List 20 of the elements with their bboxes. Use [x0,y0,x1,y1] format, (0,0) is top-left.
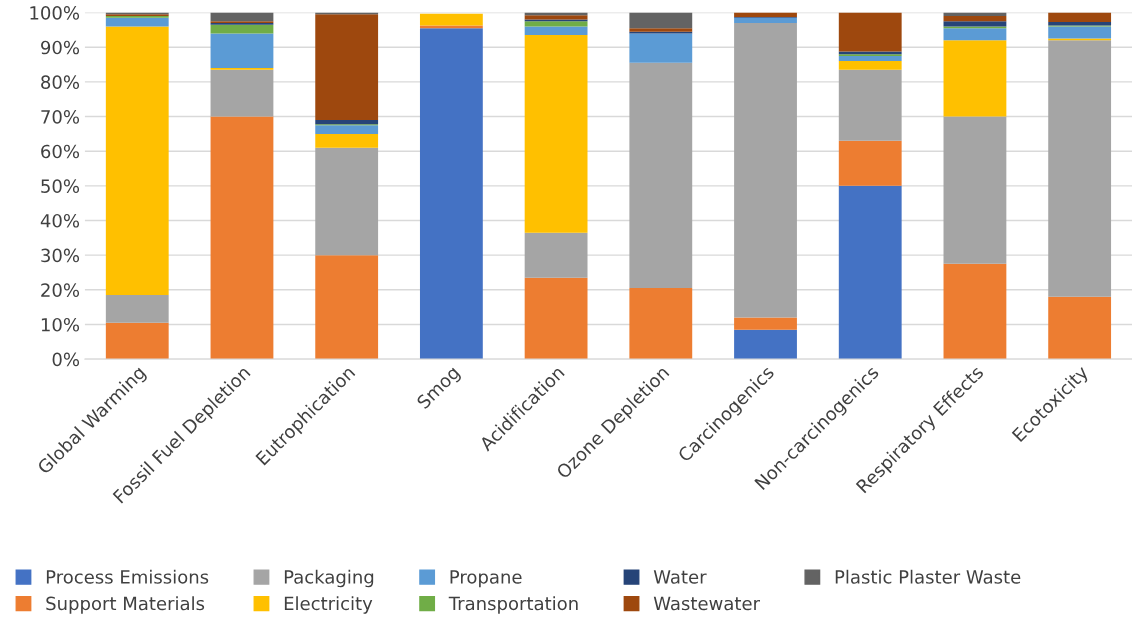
legend-label: Plastic Plaster Waste [835,569,1021,584]
legend-label: Electricity [284,596,373,614]
y-tick-label: 60% [41,144,80,159]
legend-label: Wastewater [653,596,760,611]
y-tick-label: 100% [30,6,80,20]
y-tick-label: 20% [41,283,80,297]
y-tick-label: 50% [41,179,80,193]
y-tick-label: 40% [40,213,80,228]
y-tick-label: 80% [41,75,80,90]
y-tick-label: 0% [52,352,80,367]
legend-label: Water [653,570,707,584]
legend-label: Support Materials [46,596,205,614]
y-tick-label: 90% [41,40,80,55]
legend-label: Packaging [284,569,374,588]
legend-label: Propane [450,570,522,588]
y-tick-label: 30% [41,248,80,263]
y-tick-label: 70% [41,110,80,124]
y-tick-label: 10% [41,317,80,332]
legend-label: Transportation [448,596,578,614]
legend-label: Process Emissions [46,569,209,584]
